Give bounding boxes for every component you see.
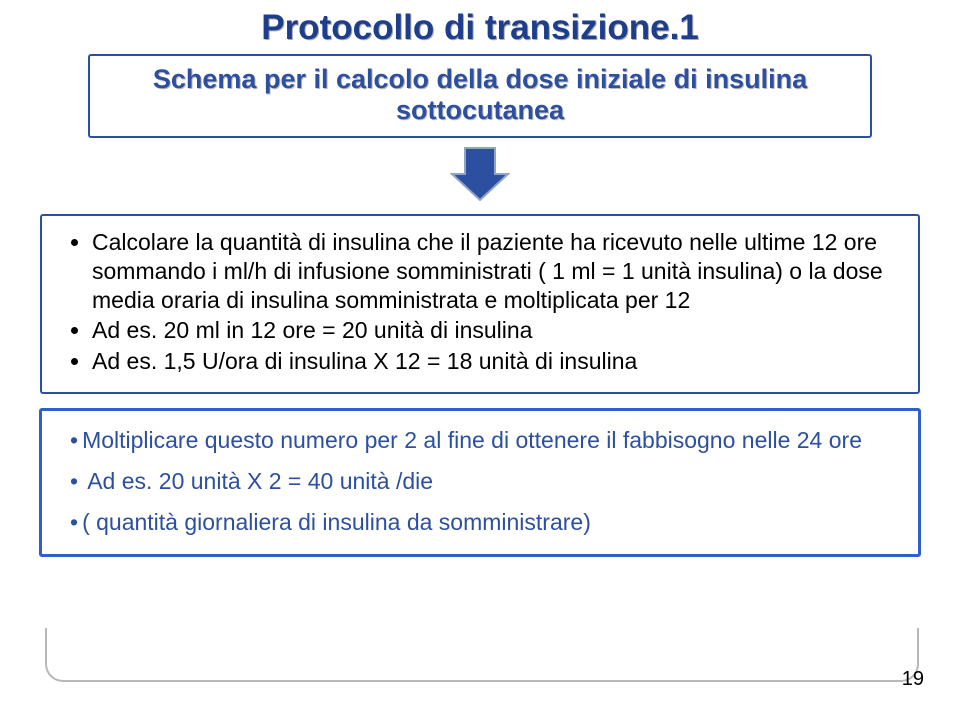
list-item: Ad es. 1,5 U/ora di insulina X 12 = 18 u…	[92, 347, 898, 376]
arrow-shape	[452, 148, 508, 200]
subtitle-box: Schema per il calcolo della dose inizial…	[88, 54, 872, 138]
footer-decoration	[45, 628, 919, 682]
subtitle-line1: Schema per il calcolo della dose inizial…	[110, 64, 850, 95]
multiply-text2: Ad es. 20 unità X 2 = 40 unità /die	[87, 468, 433, 494]
subtitle-line2: sottocutanea	[110, 95, 850, 126]
calculation-list: Calcolare la quantità di insulina che il…	[70, 228, 898, 376]
list-item: Calcolare la quantità di insulina che il…	[92, 228, 898, 314]
multiply-text3: ( quantità giornaliera di insulina da so…	[82, 509, 591, 535]
multiply-row1: •Moltiplicare questo numero per 2 al fin…	[70, 425, 898, 456]
multiply-text1: Moltiplicare questo numero per 2 al fine…	[82, 427, 862, 453]
multiply-box: •Moltiplicare questo numero per 2 al fin…	[39, 408, 921, 557]
calculation-box: Calcolare la quantità di insulina che il…	[40, 214, 920, 394]
slide: Protocollo di transizione.1 Schema per i…	[0, 8, 960, 705]
page-number: 19	[902, 668, 924, 691]
multiply-row3: •( quantità giornaliera di insulina da s…	[70, 507, 898, 538]
page-title: Protocollo di transizione.1	[0, 8, 960, 48]
list-item: Ad es. 20 ml in 12 ore = 20 unità di ins…	[92, 316, 898, 345]
multiply-row2: • Ad es. 20 unità X 2 = 40 unità /die	[70, 466, 898, 497]
down-arrow-icon	[450, 144, 510, 204]
